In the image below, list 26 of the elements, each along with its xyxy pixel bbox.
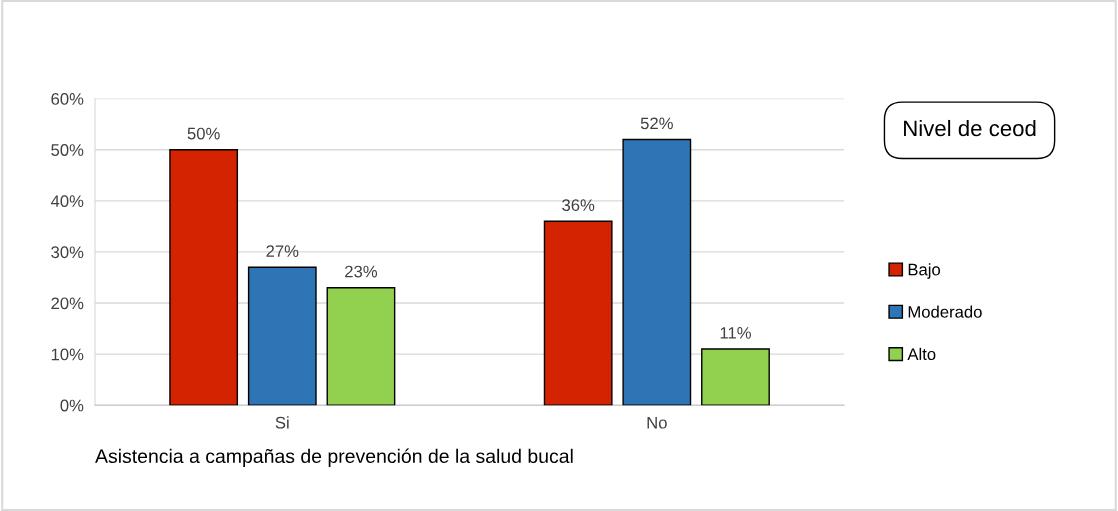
x-tick-label: Si (275, 416, 289, 429)
y-tick-label: 20% (51, 297, 84, 310)
bar (169, 149, 239, 406)
x-axis-title: Asistencia a campañas de prevención de la salud bucal (95, 448, 573, 467)
data-label: 11% (720, 327, 751, 339)
y-tick-label: 0% (60, 399, 84, 412)
y-tick-label: 30% (51, 246, 84, 259)
legend-title: Nivel de ceod (904, 119, 1036, 137)
bar (326, 286, 396, 406)
y-tick-label: 60% (51, 93, 84, 105)
bar (247, 266, 317, 406)
data-label: 36% (562, 199, 595, 212)
data-label: 50% (187, 127, 220, 140)
legend-label: Alto (907, 347, 936, 361)
legend-label: Moderado (908, 305, 982, 318)
data-label: 23% (345, 265, 378, 278)
y-tick-label: 40% (50, 195, 84, 208)
data-label: 52% (640, 117, 673, 130)
bar (543, 220, 613, 406)
y-tick-label: 10% (51, 348, 84, 361)
x-tick-label: No (647, 416, 667, 429)
bar (701, 348, 770, 406)
legend-label: Bajo (908, 263, 941, 279)
y-tick-label: 50% (51, 144, 84, 156)
bar (622, 138, 692, 406)
data-label: 27% (266, 245, 299, 257)
